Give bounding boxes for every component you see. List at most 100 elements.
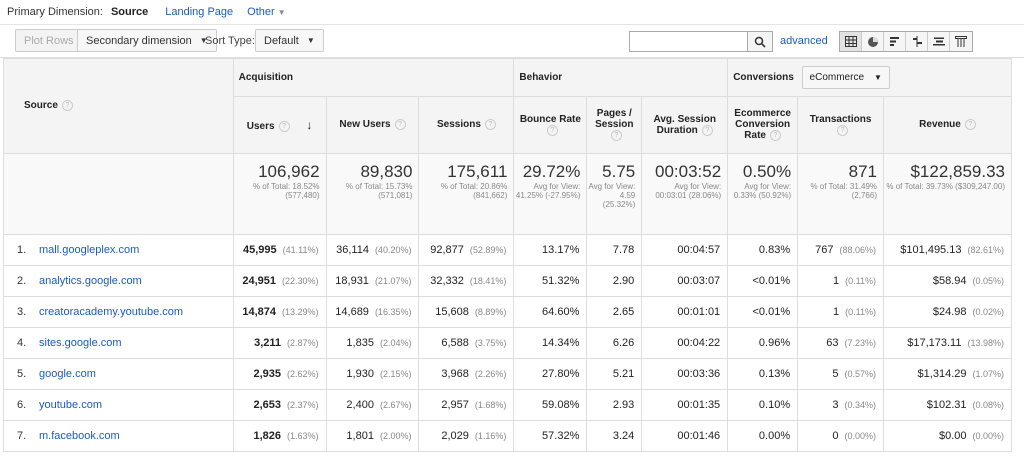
secondary-dimension-dropdown[interactable]: Secondary dimension ▼ <box>77 29 217 52</box>
help-icon[interactable]: ? <box>610 130 622 142</box>
plot-rows-button[interactable]: Plot Rows <box>15 29 83 52</box>
source-link[interactable]: google.com <box>39 368 96 380</box>
cell-bounce-value: 64.60% <box>542 306 580 318</box>
advanced-filter-link[interactable]: advanced <box>780 35 828 47</box>
table-row: 2. analytics.google.com 24,951 (22.30%) 18,9… <box>3 265 1012 297</box>
cell-trans-value: 0 <box>832 430 839 442</box>
cell-users-percent: (22.30%) <box>282 276 319 286</box>
cell-bounce-value: 13.17% <box>542 244 580 256</box>
cell-new_users: 18,931 (21.07%) <box>325 265 420 297</box>
cell-sessions-value: 2,957 <box>441 399 469 411</box>
cell-users-percent: (13.29%) <box>282 307 319 317</box>
dimension-landing-page[interactable]: Landing Page <box>165 6 234 18</box>
source-link[interactable]: sites.google.com <box>39 337 122 349</box>
search-button[interactable] <box>747 31 773 52</box>
total-pages-session: 5.75 Avg for View: 4.59 (25.32%) <box>586 153 643 235</box>
col-avg-duration-header[interactable]: Avg. Session Duration? <box>641 96 729 154</box>
conversions-dropdown[interactable]: eCommerce ▼ <box>801 66 890 89</box>
dimension-source[interactable]: Source <box>110 6 149 18</box>
table-row: 4. sites.google.com 3,211 (2.87%) 1,835 (2.04… <box>3 327 1012 359</box>
cell-duration: 00:03:07 <box>641 265 729 297</box>
cell-revenue: $1,314.29 (1.07%) <box>883 358 1012 390</box>
source-link[interactable]: creatoracademy.youtube.com <box>39 306 184 318</box>
source-link[interactable]: youtube.com <box>39 399 102 411</box>
cell-bounce-value: 51.32% <box>542 275 580 287</box>
cell-trans: 63 (7.23%) <box>797 327 884 359</box>
col-sessions-header[interactable]: Sessions? <box>418 96 515 154</box>
col-pages-session-label: Pages / Session <box>595 108 634 131</box>
cell-bounce-value: 27.80% <box>542 368 580 380</box>
cell-revenue-value: $1,314.29 <box>917 368 967 380</box>
cell-pages-value: 3.24 <box>612 430 635 442</box>
col-revenue-header[interactable]: Revenue? <box>883 96 1012 154</box>
cell-pages: 2.90 <box>586 265 643 297</box>
help-icon[interactable]: ? <box>701 124 713 136</box>
group-conversions-label: Conversions <box>733 72 794 83</box>
col-new-users-header[interactable]: New Users? <box>325 96 420 154</box>
view-type-toggle <box>839 31 973 52</box>
table-view-icon[interactable] <box>840 32 862 51</box>
source-link[interactable]: analytics.google.com <box>39 275 142 287</box>
cell-source: 2. analytics.google.com <box>3 265 234 297</box>
table-row: 7. m.facebook.com 1,826 (1.63%) 1,801 (2.00%)… <box>3 420 1012 452</box>
source-link[interactable]: mall.googleplex.com <box>39 244 140 256</box>
cell-ecom: <0.01% <box>727 296 799 328</box>
cell-revenue: $0.00 (0.00%) <box>883 420 1012 452</box>
col-bounce-rate-label: Bounce Rate <box>519 113 581 125</box>
performance-view-icon[interactable] <box>884 32 906 51</box>
pivot-view-icon[interactable] <box>950 32 972 51</box>
cell-revenue-percent: (82.61%) <box>967 245 1004 255</box>
total-pages-session-value: 5.75 <box>602 162 636 181</box>
row-index: 2. <box>17 275 27 287</box>
col-ecom-rate-header[interactable]: Ecommerce Conversion Rate? <box>727 96 799 154</box>
cell-trans-value: 767 <box>815 244 834 256</box>
cell-ecom-value: 0.00% <box>758 430 791 442</box>
term-cloud-view-icon[interactable] <box>928 32 950 51</box>
help-icon[interactable]: ? <box>546 124 558 136</box>
cell-ecom: 0.00% <box>727 420 799 452</box>
col-transactions-header[interactable]: Transactions? <box>797 96 884 154</box>
totals-row: 106,962% of Total: 18.52% (577,480) 89,8… <box>3 153 1012 235</box>
cell-revenue-percent: (13.98%) <box>967 338 1004 348</box>
dimension-other[interactable]: Other ▼ <box>247 6 285 18</box>
table-search-input[interactable] <box>629 31 747 52</box>
cell-source: 5. google.com <box>3 358 234 390</box>
cell-trans-percent: (0.00%) <box>844 431 876 441</box>
help-icon[interactable]: ? <box>964 119 976 131</box>
col-users-header[interactable]: Users? ↓ <box>232 96 327 154</box>
comparison-view-icon[interactable] <box>906 32 928 51</box>
cell-pages: 7.78 <box>586 234 643 266</box>
cell-revenue: $58.94 (0.05%) <box>883 265 1012 297</box>
total-sessions-value: 175,611 <box>447 162 508 181</box>
help-icon[interactable]: ? <box>484 119 496 131</box>
col-revenue-label: Revenue <box>919 119 961 131</box>
cell-sessions: 2,957 (1.68%) <box>418 389 515 421</box>
help-icon[interactable]: ? <box>394 119 406 131</box>
cell-trans-percent: (7.23%) <box>844 338 876 348</box>
cell-users: 1,826 (1.63%) <box>232 420 327 452</box>
cell-ecom-value: 0.83% <box>758 244 791 256</box>
cell-new_users-percent: (21.07%) <box>374 276 412 286</box>
cell-trans-value: 1 <box>833 275 840 287</box>
cell-pages: 2.65 <box>586 296 643 328</box>
sort-type-dropdown[interactable]: Default ▼ <box>255 29 324 52</box>
sort-descending-icon: ↓ <box>306 118 313 132</box>
pie-view-icon[interactable] <box>862 32 884 51</box>
cell-sessions: 3,968 (2.26%) <box>418 358 515 390</box>
cell-revenue: $101,495.13 (82.61%) <box>883 234 1012 266</box>
help-icon[interactable]: ? <box>278 120 290 132</box>
chevron-down-icon: ▼ <box>874 73 882 82</box>
col-source-header[interactable]: Source? <box>3 58 234 154</box>
cell-ecom-value: 0.13% <box>758 368 791 380</box>
cell-sessions-value: 15,608 <box>435 306 469 318</box>
cell-users: 3,211 (2.87%) <box>232 327 327 359</box>
row-index: 3. <box>17 306 27 318</box>
help-icon[interactable]: ? <box>769 130 781 142</box>
cell-duration: 00:04:57 <box>641 234 729 266</box>
source-link[interactable]: m.facebook.com <box>39 430 120 442</box>
help-icon[interactable]: ? <box>837 124 849 136</box>
cell-new_users-value: 1,930 <box>346 368 374 380</box>
col-pages-session-header[interactable]: Pages / Session? <box>586 96 643 154</box>
help-icon[interactable]: ? <box>61 100 73 112</box>
col-bounce-rate-header[interactable]: Bounce Rate? <box>513 96 588 154</box>
